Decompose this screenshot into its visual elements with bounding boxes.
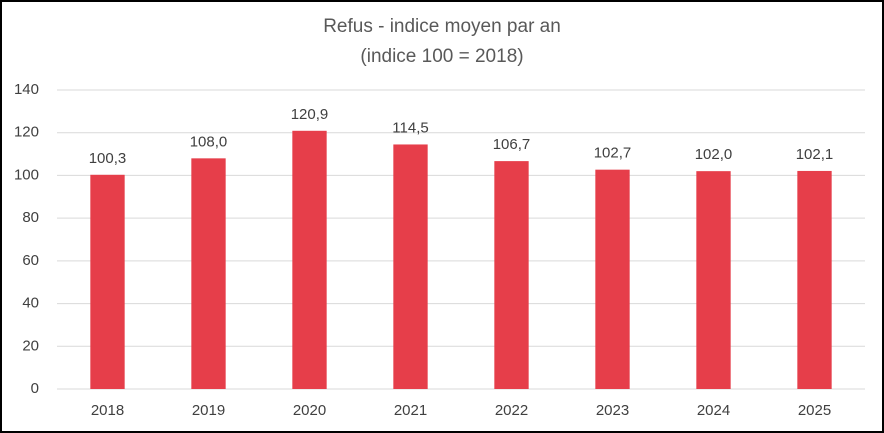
bar xyxy=(292,130,327,389)
bar xyxy=(797,170,832,389)
y-tick-label: 20 xyxy=(22,337,39,354)
data-label: 106,7 xyxy=(493,136,531,153)
data-label: 120,9 xyxy=(291,106,329,123)
y-tick-label: 40 xyxy=(22,295,39,312)
data-label: 108,0 xyxy=(190,133,228,150)
data-label: 100,3 xyxy=(89,150,127,167)
x-tick-label: 2022 xyxy=(495,402,528,419)
bar xyxy=(696,171,731,389)
bar xyxy=(191,158,226,389)
y-tick-label: 60 xyxy=(22,252,39,269)
y-tick-label: 100 xyxy=(14,166,39,183)
chart-title: Refus - indice moyen par an xyxy=(323,16,561,37)
x-tick-label: 2024 xyxy=(697,402,730,419)
y-tick-label: 0 xyxy=(31,380,39,397)
bar xyxy=(90,174,125,389)
y-tick-label: 80 xyxy=(22,209,39,226)
bar xyxy=(393,144,428,389)
y-tick-label: 120 xyxy=(14,124,39,141)
x-tick-label: 2018 xyxy=(91,402,124,419)
x-tick-label: 2021 xyxy=(394,402,427,419)
data-label: 114,5 xyxy=(392,119,428,136)
data-label: 102,0 xyxy=(695,146,733,163)
data-label: 102,1 xyxy=(796,146,834,163)
bar xyxy=(595,169,630,389)
bar xyxy=(494,161,529,389)
x-tick-label: 2023 xyxy=(596,402,629,419)
x-tick-label: 2020 xyxy=(293,402,326,419)
x-tick-label: 2025 xyxy=(798,402,831,419)
chart-subtitle: (indice 100 = 2018) xyxy=(360,46,523,67)
data-label: 102,7 xyxy=(594,145,632,162)
y-tick-label: 140 xyxy=(14,81,39,98)
x-tick-label: 2019 xyxy=(192,402,225,419)
